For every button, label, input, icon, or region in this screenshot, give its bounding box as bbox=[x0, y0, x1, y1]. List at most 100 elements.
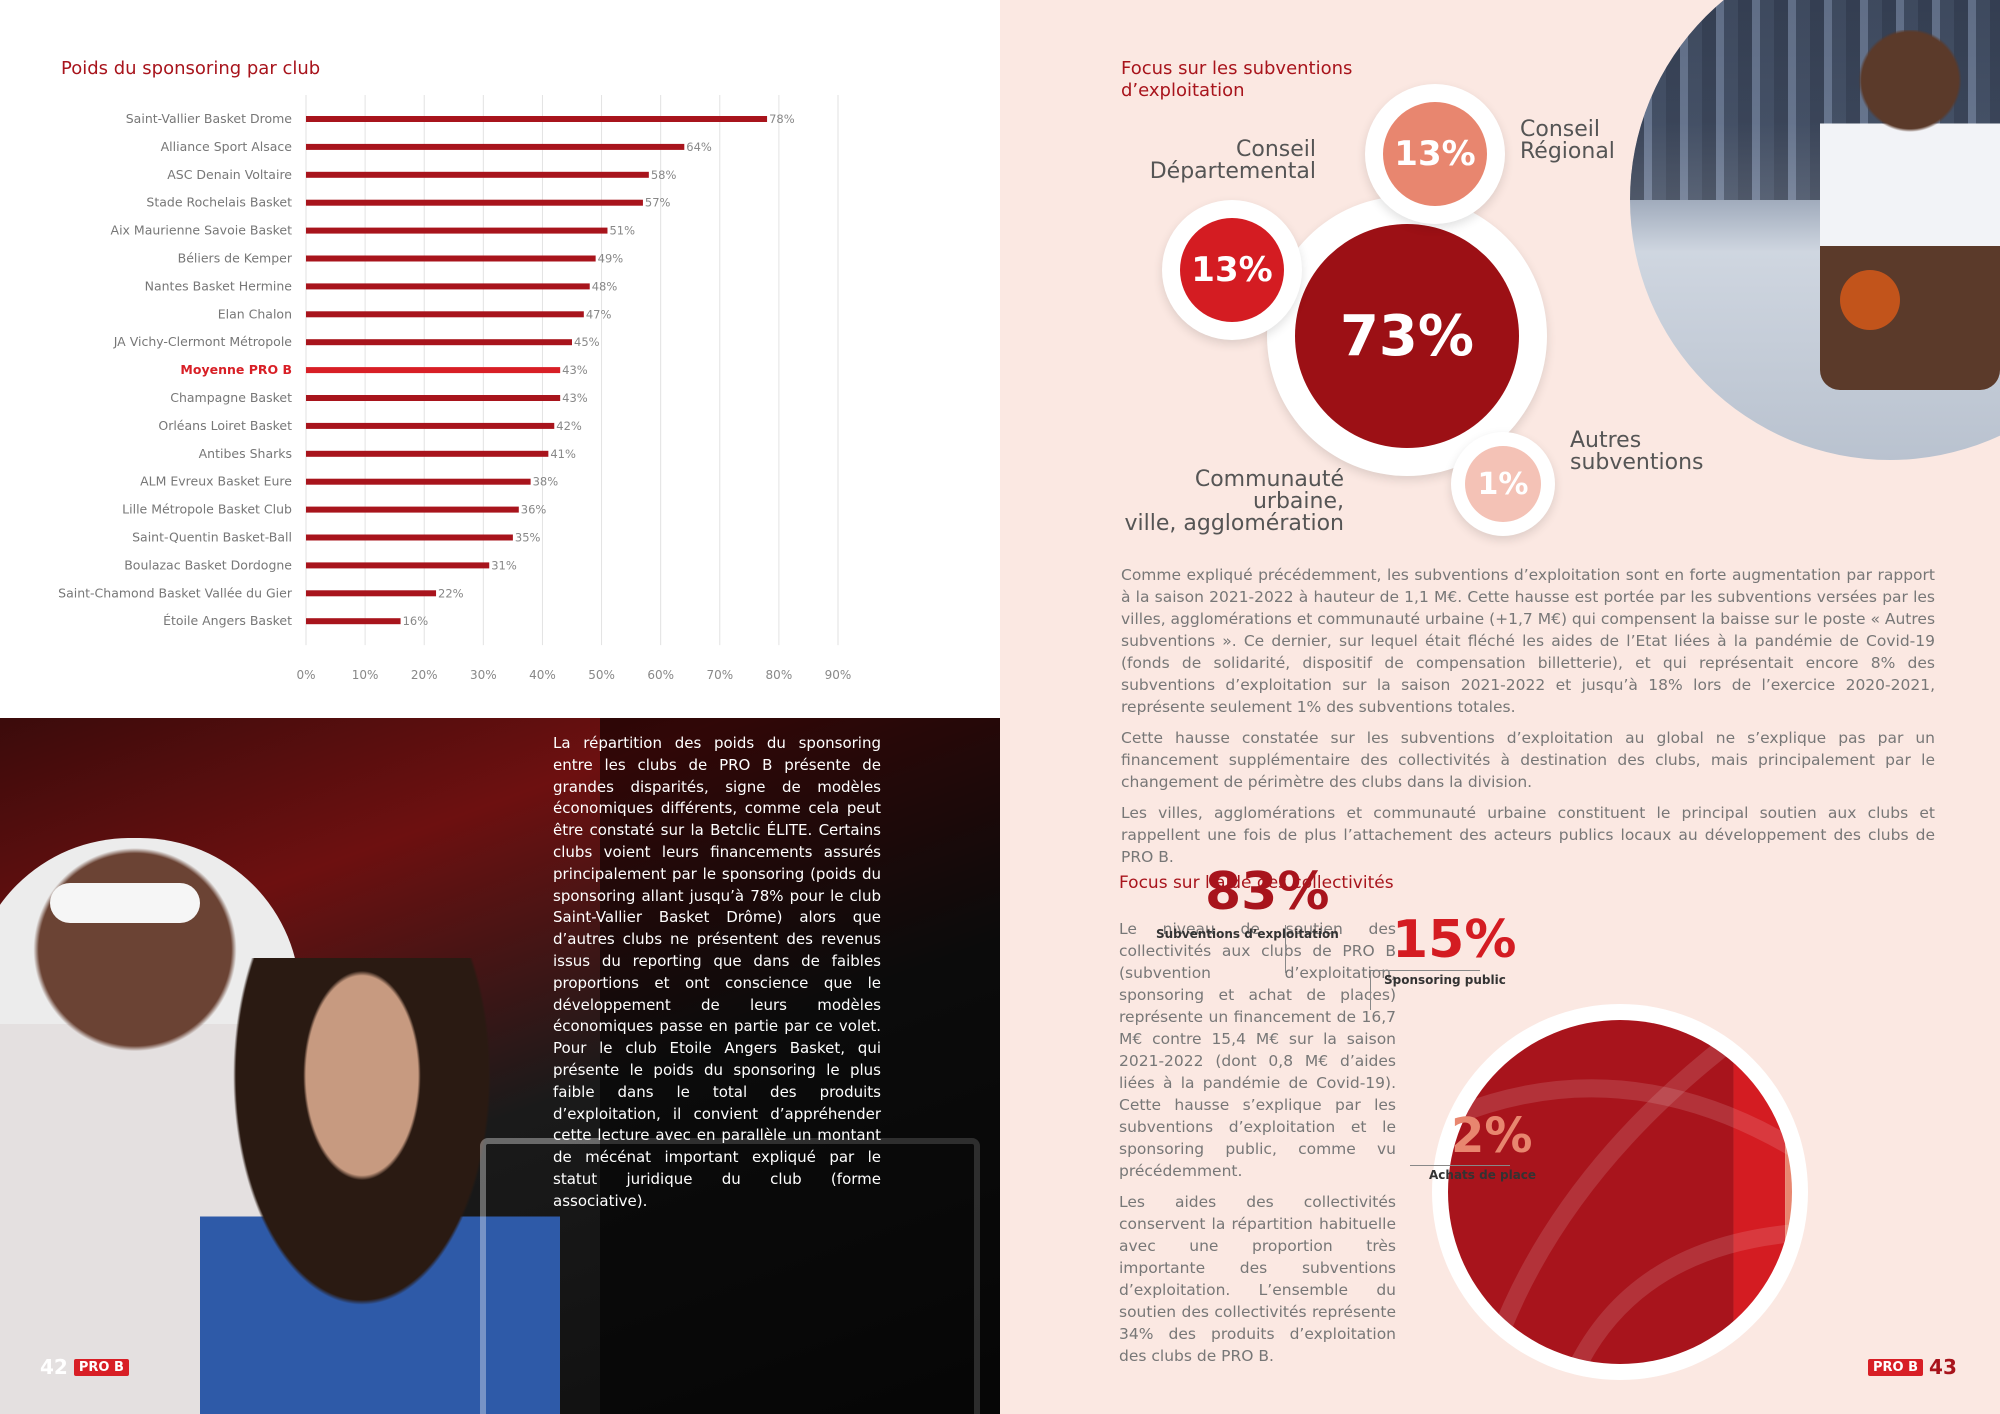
value-label: 38% bbox=[533, 475, 559, 489]
bubble-1-value: 1% bbox=[1465, 446, 1541, 522]
label-achats-place: Achats de place bbox=[1429, 1168, 1537, 1182]
club-label: Saint-Quentin Basket-Ball bbox=[132, 530, 292, 545]
sponsoring-bar-chart: 0% 10% 20% 30% 40% 50% 60% 70% 80% 90% Saint-Valli… bbox=[58, 95, 852, 682]
club-label: Boulazac Basket Dordogne bbox=[124, 557, 292, 572]
bar bbox=[306, 199, 643, 206]
bar bbox=[306, 618, 401, 625]
bar bbox=[306, 227, 608, 234]
label-subventions-exploitation: Subventions d’exploitation bbox=[1156, 927, 1339, 941]
label-regional-line1: Conseil bbox=[1520, 117, 1600, 142]
club-label: Béliers de Kemper bbox=[178, 251, 293, 266]
label-departemental: Conseil Départemental bbox=[1114, 139, 1316, 183]
bubble-1: 1% bbox=[1451, 432, 1555, 536]
label-regional: Conseil Régional bbox=[1520, 119, 1615, 163]
prob-logo: PRO B bbox=[73, 1358, 129, 1376]
x-tick-label: 70% bbox=[706, 668, 733, 682]
pct-15: 15% bbox=[1392, 910, 1517, 970]
x-tick-label: 20% bbox=[411, 668, 438, 682]
bar bbox=[306, 367, 561, 374]
x-tick-label: 60% bbox=[647, 668, 674, 682]
value-label: 42% bbox=[556, 419, 582, 433]
bar bbox=[306, 143, 685, 150]
club-label: Lille Métropole Basket Club bbox=[122, 502, 292, 517]
x-tick-label: 80% bbox=[766, 668, 793, 682]
chart-title: Poids du sponsoring par club bbox=[61, 58, 321, 79]
value-label: 43% bbox=[562, 391, 588, 405]
value-label: 35% bbox=[515, 531, 541, 545]
focus1-title-line1: Focus sur les subventions bbox=[1121, 58, 1353, 79]
focus1-title-line2: d’exploitation bbox=[1121, 80, 1245, 101]
x-tick-label: 40% bbox=[529, 668, 556, 682]
label-regional-line2: Régional bbox=[1520, 139, 1615, 164]
player-blue-jersey bbox=[200, 958, 560, 1414]
value-label: 41% bbox=[550, 447, 576, 461]
bubble-13-regional: 13% bbox=[1365, 84, 1505, 224]
club-label: Saint-Chamond Basket Vallée du Gier bbox=[58, 585, 293, 600]
focus2-title: Focus sur l’aide des collectivités bbox=[1119, 873, 1394, 893]
bar bbox=[306, 311, 584, 318]
label-communaute-line1: Communauté urbaine, bbox=[1194, 467, 1344, 514]
leader-2 bbox=[1410, 1165, 1510, 1166]
bar bbox=[306, 590, 437, 597]
bubble-73-value: 73% bbox=[1295, 224, 1519, 448]
pct-83: 83% bbox=[1205, 862, 1330, 922]
leader-83 bbox=[1285, 925, 1291, 973]
value-label: 36% bbox=[521, 503, 547, 517]
collectivites-circle-chart bbox=[1432, 1004, 1808, 1380]
club-label: Stade Rochelais Basket bbox=[146, 195, 292, 210]
subventions-paragraph: Les villes, agglomérations et communauté… bbox=[1121, 804, 1935, 866]
label-sponsoring-public: Sponsoring public bbox=[1384, 973, 1506, 987]
value-label: 48% bbox=[592, 279, 618, 293]
value-label: 31% bbox=[491, 558, 517, 572]
club-label: ALM Evreux Basket Eure bbox=[140, 474, 292, 489]
club-label: Antibes Sharks bbox=[199, 446, 292, 461]
bar bbox=[306, 283, 590, 290]
club-label: Champagne Basket bbox=[170, 390, 292, 405]
prob-logo: PRO B bbox=[1868, 1358, 1924, 1376]
value-label: 64% bbox=[686, 140, 712, 154]
club-label: Moyenne PRO B bbox=[180, 362, 292, 377]
value-label: 45% bbox=[574, 335, 600, 349]
club-label: Orléans Loiret Basket bbox=[158, 418, 292, 433]
club-label: Nantes Basket Hermine bbox=[145, 278, 293, 293]
bubble-73: 73% bbox=[1267, 196, 1547, 476]
value-label: 22% bbox=[438, 586, 464, 600]
club-label: Étoile Angers Basket bbox=[163, 613, 292, 628]
player-dribbling-photo bbox=[1630, 0, 2000, 460]
pct-2: 2% bbox=[1451, 1108, 1533, 1164]
label-autres-line1: Autres bbox=[1570, 428, 1642, 453]
x-tick-label: 50% bbox=[588, 668, 615, 682]
label-autres: Autres subventions bbox=[1570, 430, 1703, 474]
bar bbox=[306, 171, 649, 178]
value-label: 47% bbox=[586, 307, 612, 321]
subventions-text: Comme expliqué précédemment, les subvent… bbox=[1121, 564, 1935, 877]
bubble-13-departemental-value: 13% bbox=[1180, 218, 1284, 322]
bar bbox=[306, 116, 768, 122]
bar bbox=[306, 255, 596, 262]
x-tick-label: 90% bbox=[825, 668, 852, 682]
collectivites-text: Le niveau de soutien des collectivités a… bbox=[1119, 918, 1396, 1376]
label-departemental-line1: Conseil bbox=[1236, 137, 1316, 162]
value-label: 43% bbox=[562, 363, 588, 377]
focus1-title: Focus sur les subventions d’exploitation bbox=[1121, 58, 1352, 102]
club-label: Alliance Sport Alsace bbox=[161, 139, 293, 154]
value-label: 16% bbox=[403, 614, 429, 628]
label-departemental-line2: Départemental bbox=[1149, 159, 1316, 184]
page-number-text: 42 bbox=[40, 1355, 68, 1379]
bar bbox=[306, 422, 555, 429]
subventions-paragraph: Cette hausse constatée sur les subventio… bbox=[1121, 729, 1935, 791]
collectivites-paragraph: Le niveau de soutien des collectivités a… bbox=[1119, 920, 1396, 1180]
collectivites-paragraph: Les aides des collectivités conservent l… bbox=[1119, 1193, 1396, 1365]
club-label: Elan Chalon bbox=[218, 306, 292, 321]
bar bbox=[306, 534, 513, 541]
bar bbox=[306, 562, 490, 569]
bar bbox=[306, 339, 572, 346]
value-label: 51% bbox=[609, 224, 635, 238]
sponsoring-body-text: La répartition des poids du sponsoring e… bbox=[553, 734, 881, 1210]
players-photo bbox=[0, 718, 1000, 1414]
subventions-paragraph: Comme expliqué précédemment, les subvent… bbox=[1121, 566, 1936, 716]
page-number-right: PRO B 43 bbox=[1868, 1355, 1957, 1379]
value-label: 57% bbox=[645, 196, 671, 210]
bar bbox=[306, 478, 531, 485]
page-number-left: 42 PRO B bbox=[40, 1355, 129, 1379]
